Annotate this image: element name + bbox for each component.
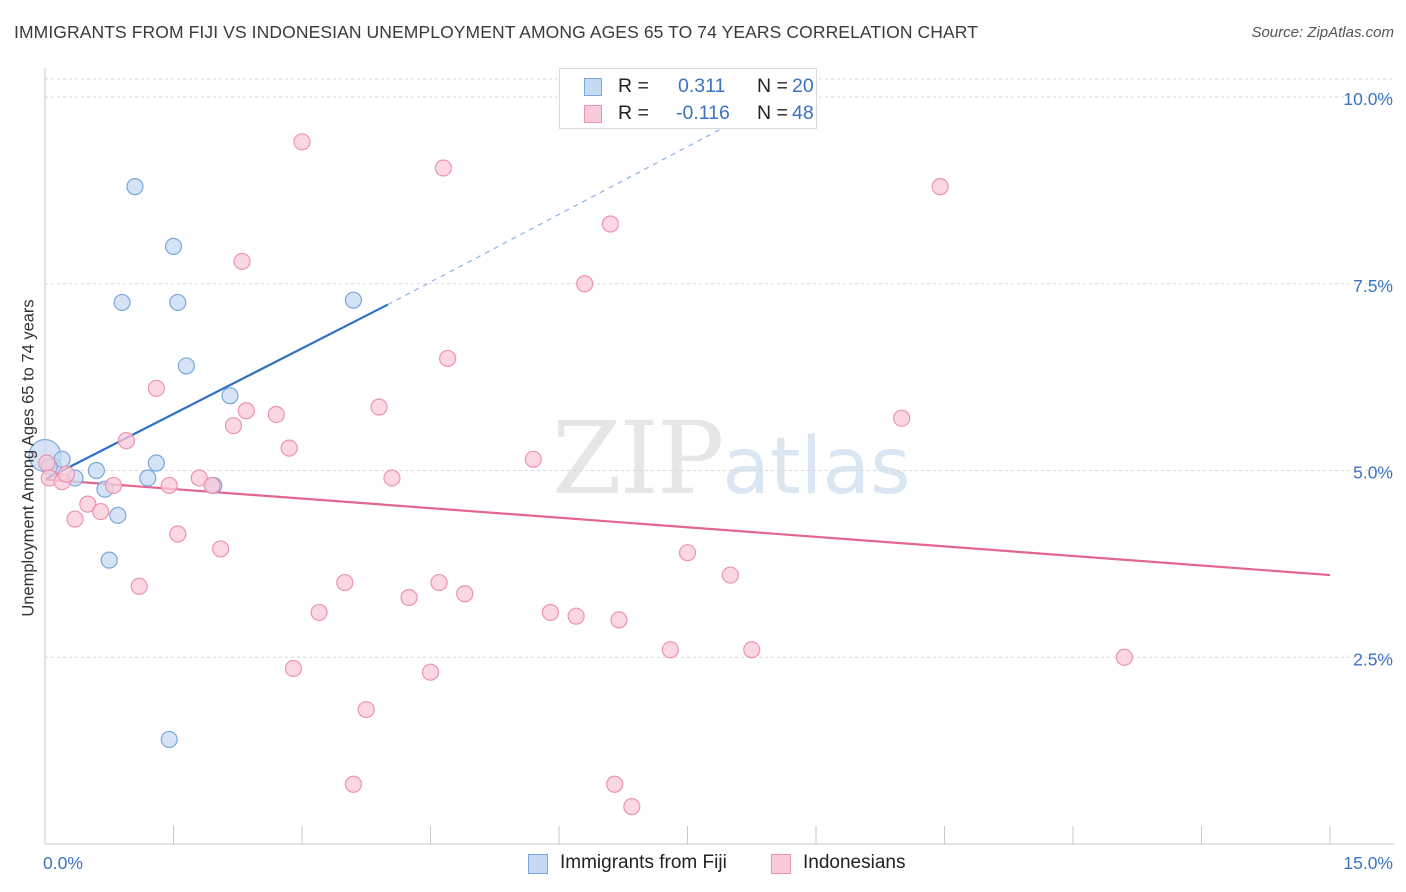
y-tick-label: 2.5% (1353, 649, 1393, 669)
chart-title: IMMIGRANTS FROM FIJI VS INDONESIAN UNEMP… (14, 22, 979, 42)
source-label: Source: ZipAtlas.com (1251, 24, 1394, 41)
indonesians-swatch-icon (771, 854, 791, 874)
trend-lines (44, 96, 1331, 577)
data-points (28, 133, 1134, 816)
indonesians-point (430, 573, 448, 592)
r-value: -0.116 (676, 102, 730, 124)
indonesians-point (434, 159, 452, 177)
legend-label: Immigrants from Fiji (560, 852, 727, 873)
y-tick-label: 7.5% (1353, 276, 1393, 296)
correlation-legend: R = 0.311 N = 20 R = -0.116 N = 48 (559, 68, 817, 129)
fiji-point (139, 469, 157, 487)
indonesians-point (79, 495, 97, 513)
fiji-point (344, 291, 362, 309)
watermark: ZIPatlas (552, 400, 911, 517)
gridlines (45, 78, 1394, 658)
indonesians-point (567, 607, 585, 625)
indonesians-point (1115, 648, 1134, 666)
n-value: 20 (792, 75, 814, 97)
indonesians-point (237, 402, 255, 420)
indonesians-point (293, 133, 311, 151)
watermark-zip: ZIP (552, 400, 724, 517)
indonesians-point (743, 641, 761, 659)
watermark-atlas: atlas (722, 422, 911, 512)
fiji-point (221, 387, 239, 405)
indonesians-point (190, 469, 208, 487)
indonesians-point (284, 659, 303, 678)
indonesians-point (92, 502, 110, 521)
indonesians-swatch-icon (584, 105, 602, 123)
fiji-point (109, 506, 127, 524)
n-label: N = (757, 102, 788, 124)
indonesians-point (541, 603, 560, 622)
indonesians-point (610, 611, 628, 629)
indonesians-trend-line (44, 478, 1331, 577)
legend-label: Indonesians (803, 852, 906, 873)
fiji-point (160, 730, 178, 749)
fiji-trend-extension (387, 96, 783, 306)
indonesians-point (203, 476, 221, 495)
indonesians-point (66, 510, 84, 528)
fiji-point (87, 461, 106, 480)
fiji-point (177, 357, 195, 375)
indonesians-point (678, 544, 697, 562)
fiji-swatch-icon (528, 854, 548, 874)
r-label: R = (618, 75, 649, 97)
indonesians-point (57, 465, 76, 483)
indonesians-point (623, 798, 641, 816)
indonesians-point (38, 454, 56, 472)
indonesians-point (310, 603, 328, 622)
tick-labels: 2.5% 5.0% 7.5% 10.0% 0.0% 15.0% (43, 89, 1393, 873)
indonesians-point (147, 379, 165, 397)
indonesians-point (400, 588, 418, 607)
indonesians-point (160, 476, 178, 495)
indonesians-point (576, 275, 594, 293)
indonesians-point (721, 566, 739, 584)
fiji-point (126, 178, 144, 196)
indonesians-point (130, 577, 148, 595)
indonesians-point (421, 663, 440, 681)
indonesians-point (893, 409, 911, 427)
fiji-point (169, 293, 187, 312)
x-tick-label: 0.0% (43, 853, 83, 873)
y-axis-label: Unemployment Among Ages 65 to 74 years (19, 299, 38, 617)
indonesians-point (212, 540, 230, 558)
fiji-point (113, 293, 131, 312)
indonesians-point (524, 450, 542, 468)
indonesians-point (336, 573, 354, 592)
indonesians-point (280, 439, 298, 457)
indonesians-point (233, 252, 251, 270)
r-value: 0.311 (678, 75, 726, 97)
r-label: R = (618, 102, 649, 124)
indonesians-point (383, 469, 401, 487)
fiji-point (164, 237, 183, 255)
indonesians-point (439, 349, 457, 368)
fiji-point (100, 551, 118, 569)
indonesians-point (456, 585, 474, 603)
fiji-trend-line (44, 303, 389, 481)
indonesians-point (661, 641, 679, 659)
indonesians-point (357, 700, 375, 719)
n-label: N = (757, 75, 788, 97)
indonesians-point (169, 525, 187, 543)
n-value: 48 (792, 102, 814, 124)
indonesians-point (601, 215, 620, 233)
y-tick-label: 10.0% (1343, 89, 1393, 109)
series-legend: Immigrants from Fiji Indonesians (0, 852, 1406, 876)
indonesians-point (117, 432, 135, 450)
indonesians-point (344, 775, 362, 793)
indonesians-point (267, 405, 285, 424)
y-tick-label: 5.0% (1353, 463, 1393, 483)
x-tick-label: 15.0% (1343, 853, 1393, 873)
axes (44, 68, 1394, 845)
indonesians-point (104, 476, 123, 495)
indonesians-point (370, 398, 388, 416)
fiji-swatch-icon (584, 78, 602, 96)
indonesians-point (931, 178, 949, 196)
indonesians-point (606, 775, 624, 793)
indonesians-point (224, 417, 243, 435)
fiji-point (147, 454, 165, 472)
